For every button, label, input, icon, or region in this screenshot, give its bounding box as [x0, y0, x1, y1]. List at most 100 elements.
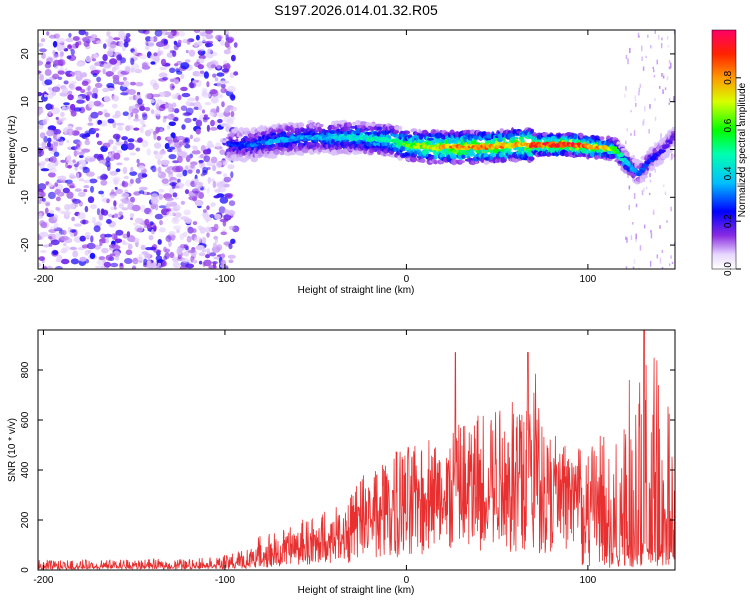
noise-speckle: [666, 220, 668, 223]
noise-blob: [164, 142, 170, 150]
noise-blob: [135, 147, 141, 152]
signal-blob: [466, 129, 472, 135]
noise-blob: [171, 93, 177, 100]
noise-blob: [76, 61, 85, 67]
noise-blob: [52, 50, 56, 55]
noise-blob: [96, 208, 101, 216]
noise-blob: [129, 178, 134, 184]
noise-blob: [47, 162, 56, 170]
noise-blob: [195, 95, 200, 102]
noise-blob: [112, 121, 117, 129]
noise-blob: [177, 94, 182, 101]
noise-blob: [165, 235, 172, 243]
noise-blob: [89, 178, 98, 184]
noise-blob: [145, 40, 149, 46]
noise-blob: [94, 265, 104, 269]
noise-speckle: [643, 187, 645, 192]
noise-blob: [70, 48, 75, 56]
noise-blob: [115, 122, 125, 126]
noise-blob: [49, 226, 58, 230]
noise-blob: [227, 38, 233, 44]
noise-blob: [83, 185, 90, 189]
noise-blob: [120, 92, 129, 96]
noise-blob: [124, 189, 129, 194]
noise-blob: [231, 54, 236, 62]
noise-blob: [185, 155, 191, 163]
noise-blob: [228, 225, 235, 230]
noise-blob: [122, 242, 131, 246]
noise-blob: [205, 254, 210, 259]
noise-blob: [79, 235, 86, 242]
noise-speckle: [649, 260, 652, 267]
noise-speckle: [633, 155, 635, 158]
signal-blob: [376, 126, 383, 131]
noise-blob: [74, 188, 82, 192]
noise-blob: [65, 156, 72, 164]
noise-blob: [115, 229, 124, 236]
noise-blob: [67, 44, 72, 49]
noise-blob: [98, 159, 106, 164]
noise-blob: [41, 141, 47, 148]
noise-blob: [56, 133, 61, 140]
noise-blob: [142, 113, 148, 121]
noise-blob: [153, 133, 157, 140]
noise-blob: [198, 58, 205, 64]
noise-blob: [48, 243, 53, 247]
noise-speckle: [649, 104, 651, 109]
noise-blob: [223, 49, 231, 55]
noise-blob: [156, 51, 162, 57]
noise-blob: [192, 228, 197, 233]
noise-blob: [229, 72, 235, 79]
noise-blob: [39, 220, 45, 227]
noise-blob: [103, 261, 111, 268]
noise-blob: [84, 31, 89, 36]
noise-blob: [154, 109, 161, 117]
noise-blob: [158, 72, 168, 78]
signal-blob: [316, 142, 321, 148]
snr-frame: [37, 329, 676, 571]
noise-blob: [57, 70, 65, 75]
noise-blob: [220, 83, 226, 89]
noise-blob: [62, 187, 70, 194]
noise-blob: [213, 223, 219, 231]
noise-blob: [176, 173, 184, 178]
noise-blob: [108, 244, 116, 248]
signal-core: [641, 167, 647, 171]
noise-blob: [95, 132, 100, 138]
noise-blob: [138, 30, 147, 34]
noise-blob: [74, 163, 79, 168]
noise-blob: [99, 123, 108, 127]
snr-y-label: SNR (10 * v/v): [7, 418, 18, 482]
noise-blob: [181, 124, 186, 130]
noise-speckle: [641, 190, 644, 196]
noise-blob: [168, 240, 172, 248]
noise-blob: [53, 53, 59, 58]
signal-core: [666, 143, 670, 148]
noise-blob: [180, 105, 188, 111]
noise-blob: [127, 113, 132, 121]
noise-speckle: [645, 186, 648, 190]
noise-blob: [96, 140, 103, 146]
noise-blob: [108, 213, 113, 218]
signal-blob: [420, 158, 426, 164]
noise-blob: [118, 211, 123, 216]
noise-blob: [60, 159, 66, 163]
noise-blob: [181, 258, 189, 263]
noise-blob: [207, 176, 212, 184]
noise-blob: [44, 79, 53, 86]
signal-blob: [573, 134, 578, 140]
noise-blob: [176, 247, 183, 255]
noise-blob: [198, 245, 205, 251]
noise-blob: [153, 142, 162, 149]
noise-blob: [203, 259, 212, 267]
noise-speckle: [670, 206, 672, 212]
noise-blob: [47, 183, 54, 188]
noise-blob: [219, 149, 226, 155]
noise-blob: [112, 74, 120, 81]
noise-blob: [195, 34, 200, 41]
noise-speckle: [628, 185, 631, 190]
noise-blob: [199, 226, 206, 234]
signal-blob: [300, 128, 308, 133]
noise-blob: [71, 216, 75, 222]
noise-blob: [127, 89, 136, 95]
